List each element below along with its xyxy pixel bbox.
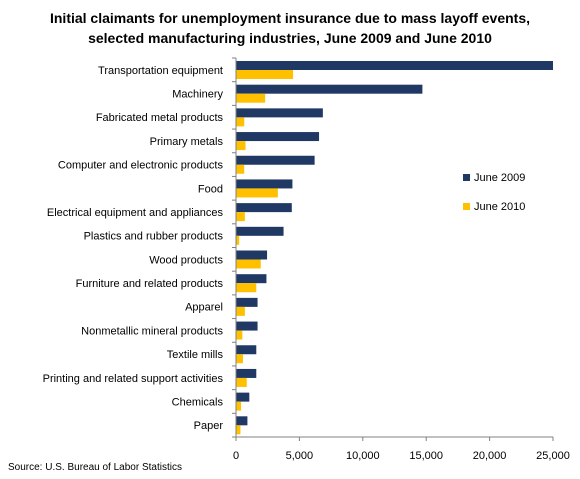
bar-june-2010 <box>236 70 294 79</box>
x-tick-label: 15,000 <box>409 450 443 462</box>
x-tick-label: 20,000 <box>473 450 507 462</box>
chart-title-line-2: selected manufacturing industries, June … <box>88 30 492 46</box>
category-label: Fabricated metal products <box>96 112 224 124</box>
category-label: Textile mills <box>167 349 224 361</box>
category-label: Printing and related support activities <box>43 373 224 385</box>
bar-june-2009 <box>236 297 258 307</box>
legend: June 2009 June 2010 <box>463 172 525 213</box>
x-axis: 0 5,000 10,000 15,000 20,000 25,000 <box>232 57 570 462</box>
bar-june-2009 <box>236 345 257 355</box>
bar-june-2009 <box>236 250 268 260</box>
bar-june-2009 <box>236 416 248 426</box>
category-label: Furniture and related products <box>76 278 224 290</box>
x-tick-label: 25,000 <box>536 450 570 462</box>
chart-title-line-1: Initial claimants for unemployment insur… <box>49 10 530 26</box>
legend-swatch-june-2010 <box>463 203 470 210</box>
bar-june-2010 <box>236 306 245 316</box>
category-label: Food <box>198 183 223 195</box>
bar-june-2010 <box>236 259 261 269</box>
x-tick-label: 0 <box>233 450 239 462</box>
category-label: Transportation equipment <box>98 65 223 77</box>
bar-june-2009 <box>236 108 323 118</box>
bar-june-2009 <box>236 203 292 213</box>
bar-june-2010 <box>236 141 246 151</box>
bar-june-2010 <box>236 117 245 127</box>
x-tick-label: 5,000 <box>286 450 314 462</box>
chart-title: Initial claimants for unemployment insur… <box>0 8 580 48</box>
category-label: Nonmetallic mineral products <box>81 325 223 337</box>
bar-june-2009 <box>236 321 258 331</box>
bar-june-2010 <box>236 354 243 364</box>
bar-june-2009 <box>236 274 267 284</box>
bar-june-2009 <box>236 61 553 70</box>
bar-june-2009 <box>236 368 257 378</box>
bar-june-2009 <box>236 179 293 189</box>
category-label: Machinery <box>172 89 223 101</box>
legend-label-june-2010: June 2010 <box>474 201 525 213</box>
bar-june-2009 <box>236 392 250 402</box>
bar-june-2010 <box>236 212 245 222</box>
category-label: Electrical equipment and appliances <box>47 207 224 219</box>
bar-june-2010 <box>236 377 247 387</box>
bar-june-2009 <box>236 226 284 236</box>
category-label: Computer and electronic products <box>58 160 224 172</box>
bar-june-2010 <box>236 188 278 198</box>
bar-june-2010 <box>236 283 257 293</box>
bar-june-2009 <box>236 155 315 165</box>
category-label: Plastics and rubber products <box>84 231 224 243</box>
category-label: Chemicals <box>172 396 224 408</box>
bar-june-2010 <box>236 164 245 174</box>
bar-june-2010 <box>236 425 241 435</box>
bar-june-2009 <box>236 84 423 94</box>
category-label: Paper <box>194 420 224 432</box>
category-label: Wood products <box>149 254 223 266</box>
category-labels: Transportation equipment Machinery Fabrica… <box>43 65 224 432</box>
source-note: Source: U.S. Bureau of Labor Statistics <box>8 462 182 473</box>
category-label: Apparel <box>185 302 223 314</box>
legend-swatch-june-2009 <box>463 174 470 181</box>
bar-june-2010 <box>236 330 243 340</box>
bar-june-2009 <box>236 132 320 142</box>
bar-june-2010 <box>236 401 242 411</box>
x-tick-label: 10,000 <box>346 450 380 462</box>
category-label: Primary metals <box>150 136 224 148</box>
legend-label-june-2009: June 2009 <box>474 172 525 184</box>
bar-june-2010 <box>236 93 266 103</box>
bars-layer <box>236 61 553 435</box>
bar-june-2010 <box>236 235 240 245</box>
